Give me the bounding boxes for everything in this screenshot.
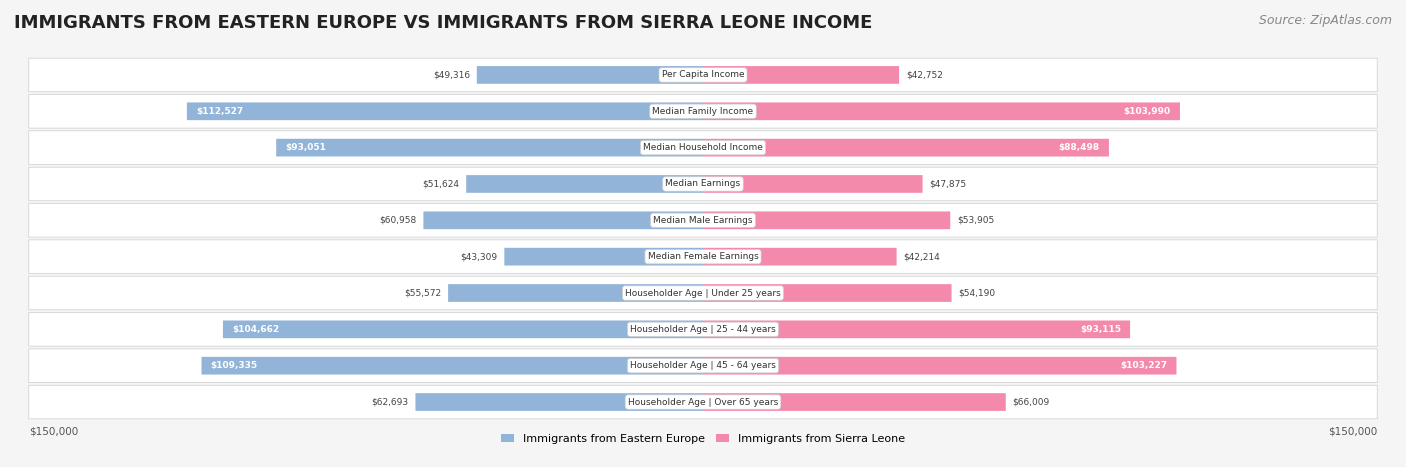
- FancyBboxPatch shape: [28, 312, 1378, 346]
- Text: $109,335: $109,335: [211, 361, 257, 370]
- Text: $62,693: $62,693: [371, 397, 409, 407]
- Text: $51,624: $51,624: [422, 179, 460, 189]
- FancyBboxPatch shape: [187, 102, 703, 120]
- Text: $42,752: $42,752: [905, 71, 943, 79]
- Text: $66,009: $66,009: [1012, 397, 1050, 407]
- Text: Source: ZipAtlas.com: Source: ZipAtlas.com: [1258, 14, 1392, 27]
- Text: $103,227: $103,227: [1121, 361, 1167, 370]
- FancyBboxPatch shape: [276, 139, 703, 156]
- Text: $103,990: $103,990: [1123, 107, 1171, 116]
- Text: Median Household Income: Median Household Income: [643, 143, 763, 152]
- Text: Median Family Income: Median Family Income: [652, 107, 754, 116]
- Text: $49,316: $49,316: [433, 71, 470, 79]
- FancyBboxPatch shape: [449, 284, 703, 302]
- Text: $42,214: $42,214: [904, 252, 941, 261]
- Legend: Immigrants from Eastern Europe, Immigrants from Sierra Leone: Immigrants from Eastern Europe, Immigran…: [501, 434, 905, 444]
- Text: $53,905: $53,905: [957, 216, 994, 225]
- Text: $150,000: $150,000: [1329, 426, 1378, 437]
- Text: $55,572: $55,572: [404, 289, 441, 297]
- Text: $112,527: $112,527: [195, 107, 243, 116]
- FancyBboxPatch shape: [28, 204, 1378, 237]
- FancyBboxPatch shape: [423, 212, 703, 229]
- Text: $93,115: $93,115: [1080, 325, 1121, 334]
- Text: Householder Age | 45 - 64 years: Householder Age | 45 - 64 years: [630, 361, 776, 370]
- FancyBboxPatch shape: [28, 131, 1378, 164]
- Text: Per Capita Income: Per Capita Income: [662, 71, 744, 79]
- FancyBboxPatch shape: [28, 349, 1378, 382]
- FancyBboxPatch shape: [28, 58, 1378, 92]
- FancyBboxPatch shape: [477, 66, 703, 84]
- Text: $88,498: $88,498: [1059, 143, 1099, 152]
- Text: $60,958: $60,958: [380, 216, 416, 225]
- FancyBboxPatch shape: [28, 276, 1378, 310]
- Text: Householder Age | Over 65 years: Householder Age | Over 65 years: [628, 397, 778, 407]
- FancyBboxPatch shape: [703, 102, 1180, 120]
- Text: Householder Age | Under 25 years: Householder Age | Under 25 years: [626, 289, 780, 297]
- Text: $47,875: $47,875: [929, 179, 966, 189]
- Text: $43,309: $43,309: [460, 252, 498, 261]
- Text: Median Female Earnings: Median Female Earnings: [648, 252, 758, 261]
- FancyBboxPatch shape: [28, 94, 1378, 128]
- FancyBboxPatch shape: [415, 393, 703, 411]
- Text: $104,662: $104,662: [232, 325, 280, 334]
- FancyBboxPatch shape: [467, 175, 703, 193]
- FancyBboxPatch shape: [28, 385, 1378, 419]
- Text: Median Male Earnings: Median Male Earnings: [654, 216, 752, 225]
- FancyBboxPatch shape: [703, 393, 1005, 411]
- FancyBboxPatch shape: [703, 248, 897, 266]
- FancyBboxPatch shape: [703, 284, 952, 302]
- FancyBboxPatch shape: [703, 175, 922, 193]
- Text: $93,051: $93,051: [285, 143, 326, 152]
- Text: IMMIGRANTS FROM EASTERN EUROPE VS IMMIGRANTS FROM SIERRA LEONE INCOME: IMMIGRANTS FROM EASTERN EUROPE VS IMMIGR…: [14, 14, 873, 32]
- Text: Median Earnings: Median Earnings: [665, 179, 741, 189]
- Text: $150,000: $150,000: [28, 426, 77, 437]
- FancyBboxPatch shape: [28, 240, 1378, 274]
- FancyBboxPatch shape: [703, 212, 950, 229]
- Text: $54,190: $54,190: [959, 289, 995, 297]
- FancyBboxPatch shape: [703, 66, 898, 84]
- FancyBboxPatch shape: [28, 167, 1378, 201]
- FancyBboxPatch shape: [505, 248, 703, 266]
- FancyBboxPatch shape: [224, 320, 703, 338]
- FancyBboxPatch shape: [201, 357, 703, 375]
- FancyBboxPatch shape: [703, 139, 1109, 156]
- Text: Householder Age | 25 - 44 years: Householder Age | 25 - 44 years: [630, 325, 776, 334]
- FancyBboxPatch shape: [703, 357, 1177, 375]
- FancyBboxPatch shape: [703, 320, 1130, 338]
